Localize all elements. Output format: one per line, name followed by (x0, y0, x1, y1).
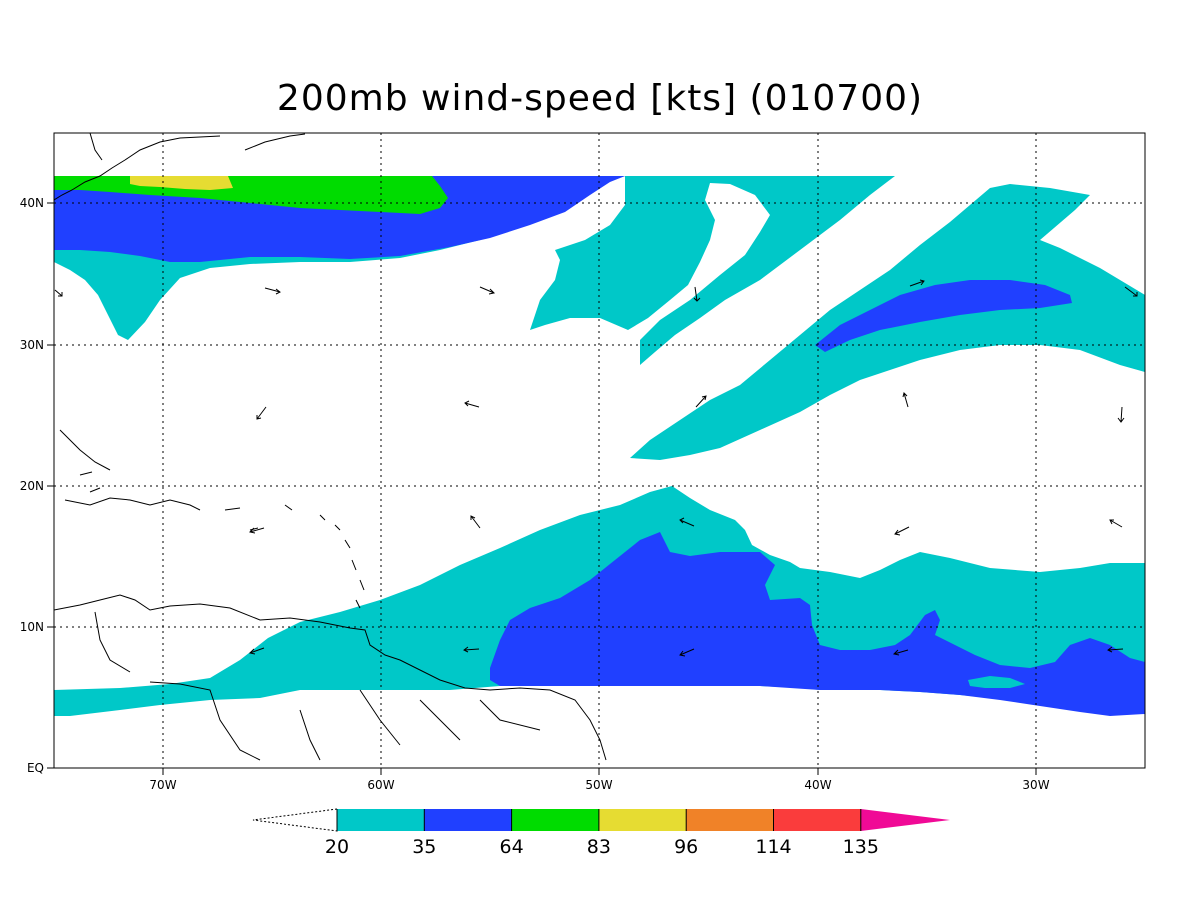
wind-arrow (248, 527, 265, 534)
colorbar-label-35: 35 (412, 836, 436, 858)
wind-arrow (1107, 646, 1124, 653)
wind-arrow (464, 400, 480, 408)
colorbar-label-135: 135 (843, 836, 879, 858)
wind-arrow (256, 406, 267, 420)
colorbar-label-83: 83 (587, 836, 611, 858)
wind-arrow (679, 648, 695, 657)
lon-label-50w: 50W (585, 778, 612, 792)
colorbar: 20 35 64 83 96 114 135 (252, 808, 950, 858)
wind-arrow (892, 649, 909, 656)
wind-arrow (693, 286, 701, 302)
longitude-labels: 70W 60W 50W 40W 30W (149, 778, 1049, 792)
map-title: 200mb wind-speed [kts] (010700) (276, 78, 924, 119)
wind-arrow (909, 279, 925, 287)
lat-label-eq: EQ (27, 761, 44, 775)
coastlines (54, 133, 607, 761)
caribbean-islands (59, 429, 365, 609)
lon-label-70w: 70W (149, 778, 176, 792)
colorbar-label-64: 64 (500, 836, 524, 858)
jet-north-yellow (130, 176, 233, 190)
wind-arrow (679, 517, 695, 527)
wind-arrow (1109, 519, 1123, 528)
wind-arrow (479, 286, 496, 295)
south-america-coast (54, 594, 607, 761)
colorbar-left-arrow (252, 808, 338, 832)
colorbar-swatch-20-35 (337, 809, 425, 831)
latitude-labels: EQ 10N 20N 30N 40N (20, 196, 44, 775)
wind-arrow (264, 287, 281, 295)
colorbar-label-114: 114 (755, 836, 791, 858)
wind-arrow (54, 289, 63, 297)
lon-label-40w: 40W (804, 778, 831, 792)
wind-arrow (248, 647, 265, 655)
colorbar-swatch-83-96 (598, 809, 687, 831)
colorbar-swatch-35-64 (424, 809, 512, 831)
wind-arrow (463, 646, 480, 653)
colorbar-label-20: 20 (325, 836, 349, 858)
band-central-cyan (530, 176, 895, 365)
band-tropical-cyan-hole (968, 676, 1025, 688)
band-tropical-blue (490, 532, 1145, 716)
colorbar-swatch-96-114 (686, 809, 774, 831)
lat-label-10n: 10N (20, 620, 44, 634)
colorbar-swatch-64-83 (511, 809, 599, 831)
lon-label-30w: 30W (1022, 778, 1049, 792)
band-northeast-blue (815, 280, 1072, 352)
wind-arrow (695, 395, 707, 408)
wind-arrow (1124, 286, 1138, 297)
wind-vectors (54, 279, 1138, 657)
north-america-coast (54, 133, 306, 201)
wind-arrow (894, 526, 910, 536)
colorbar-right-arrow (860, 809, 950, 831)
lon-label-60w: 60W (367, 778, 394, 792)
axis-ticks (47, 202, 1037, 775)
colorbar-label-96: 96 (674, 836, 698, 858)
grid (54, 133, 1145, 768)
colorbar-swatch-114-135 (773, 809, 861, 831)
wind-arrow (470, 515, 481, 529)
lat-label-30n: 30N (20, 338, 44, 352)
lat-label-40n: 40N (20, 196, 44, 210)
wind-arrow (902, 392, 909, 408)
lat-label-20n: 20N (20, 479, 44, 493)
wind-arrow (1117, 406, 1125, 423)
